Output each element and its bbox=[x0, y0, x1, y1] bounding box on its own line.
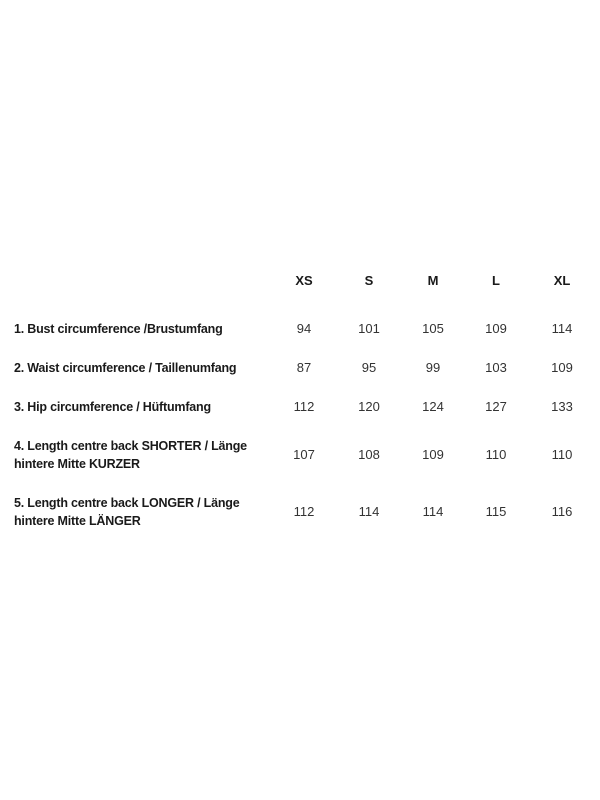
cell: 114 bbox=[358, 504, 380, 519]
cell: 109 bbox=[485, 321, 507, 336]
cell: 87 bbox=[296, 360, 312, 375]
column-header-m: M bbox=[427, 273, 439, 288]
row-label: 5. Length centre back LONGER / Länge hin… bbox=[14, 496, 240, 528]
cell: 115 bbox=[485, 504, 507, 519]
cell: 110 bbox=[485, 447, 507, 462]
cell: 124 bbox=[422, 399, 444, 414]
column-header-xs: XS bbox=[295, 273, 313, 288]
row-label: 1. Bust circumference /Brustumfang bbox=[14, 322, 223, 336]
row-label: 4. Length centre back SHORTER / Länge hi… bbox=[14, 439, 247, 471]
cell: 114 bbox=[551, 321, 573, 336]
cell: 133 bbox=[551, 399, 573, 414]
cell: 110 bbox=[551, 447, 573, 462]
row-label: 3. Hip circumference / Hüftumfang bbox=[14, 400, 211, 414]
column-header-s: S bbox=[364, 273, 374, 288]
column-header-xl: XL bbox=[553, 273, 571, 288]
cell: 99 bbox=[425, 360, 441, 375]
cell: 112 bbox=[293, 399, 315, 414]
cell: 95 bbox=[361, 360, 377, 375]
cell: 105 bbox=[422, 321, 444, 336]
cell: 109 bbox=[422, 447, 444, 462]
cell: 107 bbox=[293, 447, 315, 462]
cell: 116 bbox=[551, 504, 573, 519]
cell: 94 bbox=[296, 321, 312, 336]
cell: 101 bbox=[358, 321, 380, 336]
cell: 120 bbox=[358, 399, 380, 414]
row-label: 2. Waist circumference / Taillenumfang bbox=[14, 361, 237, 375]
cell: 127 bbox=[485, 399, 507, 414]
column-header-l: L bbox=[492, 273, 500, 288]
cell: 112 bbox=[293, 504, 315, 519]
cell: 103 bbox=[485, 360, 507, 375]
cell: 109 bbox=[551, 360, 573, 375]
cell: 114 bbox=[422, 504, 444, 519]
cell: 108 bbox=[358, 447, 380, 462]
